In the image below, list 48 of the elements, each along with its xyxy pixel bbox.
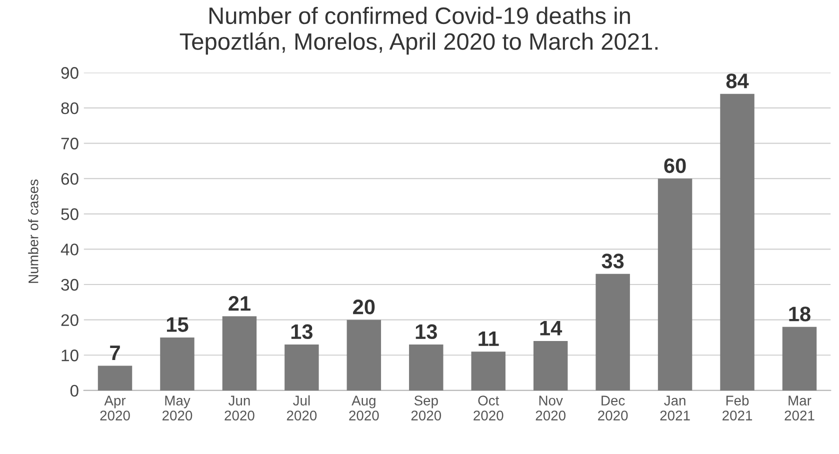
bar xyxy=(284,344,319,390)
bar xyxy=(720,94,754,390)
y-axis-title: Number of cases xyxy=(28,180,38,283)
bar xyxy=(98,366,132,390)
x-tick-label: Dec 2020 xyxy=(598,396,628,420)
x-tick-label: Sep 2020 xyxy=(411,396,442,420)
y-tick-label: 20 xyxy=(61,314,78,326)
y-tick-label: 10 xyxy=(62,350,78,362)
chart-title: Number of confirmed Covid-19 deaths in Tepoztlán, Morelos, April 2020 to March 2021. xyxy=(180,6,658,55)
data-label: 7 xyxy=(110,346,120,360)
x-tick-label: Oct 2020 xyxy=(474,396,504,420)
x-tick-label: Feb 2021 xyxy=(722,395,752,420)
x-tick-label: Nov 2020 xyxy=(536,396,566,420)
bar xyxy=(596,274,630,390)
y-tick-label: 90 xyxy=(61,67,78,79)
x-tick-label: Jan 2021 xyxy=(660,396,690,420)
x-tick-label: Jun 2020 xyxy=(224,396,254,420)
data-label: 60 xyxy=(664,158,686,174)
data-label: 33 xyxy=(602,254,624,268)
y-tick-label: 0 xyxy=(70,384,78,397)
bar xyxy=(160,337,194,390)
bar xyxy=(658,178,692,390)
y-tick-label: 60 xyxy=(61,172,78,185)
bar xyxy=(782,326,817,390)
data-label: 84 xyxy=(726,74,749,88)
data-label: 14 xyxy=(540,320,562,336)
x-tick-label: May 2020 xyxy=(162,396,192,420)
y-tick-label: 80 xyxy=(61,102,78,114)
x-tick-label: Aug 2020 xyxy=(349,396,379,420)
y-tick-label: 30 xyxy=(61,278,78,291)
y-tick-label: 70 xyxy=(61,138,78,150)
data-label: 20 xyxy=(353,300,375,314)
y-tick-label: 50 xyxy=(61,208,78,220)
bar xyxy=(346,320,382,390)
y-tick-label: 40 xyxy=(60,244,78,256)
data-label: 13 xyxy=(416,324,437,340)
data-label: 15 xyxy=(166,317,188,332)
bar xyxy=(409,344,444,390)
data-label: 11 xyxy=(478,332,499,346)
data-label: 21 xyxy=(228,296,250,311)
x-tick-label: Mar 2021 xyxy=(784,396,814,420)
bar xyxy=(222,316,257,390)
bar xyxy=(471,352,506,390)
data-label: 13 xyxy=(291,324,313,340)
data-label: 18 xyxy=(789,306,810,322)
x-tick-label: Jul 2020 xyxy=(286,395,317,420)
bar xyxy=(533,341,568,390)
x-tick-label: Apr 2020 xyxy=(100,396,130,420)
